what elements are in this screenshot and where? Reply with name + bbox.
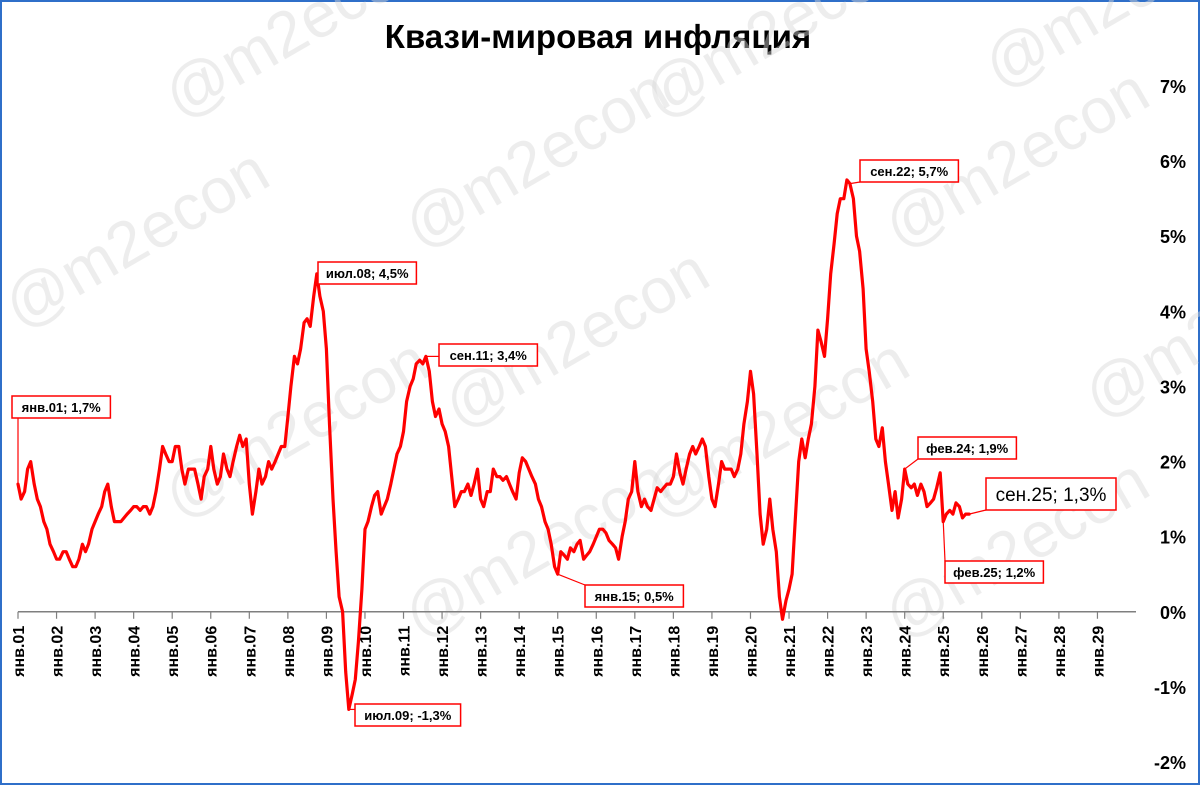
annotation-label: фев.24; 1,9% <box>926 441 1009 456</box>
x-tick-label: янв.02 <box>50 626 67 678</box>
annotation-label: июл.09; -1,3% <box>364 708 451 723</box>
x-tick-label: янв.28 <box>1052 626 1069 678</box>
x-tick-label: янв.25 <box>936 626 953 678</box>
annotation-box <box>985 477 1117 511</box>
annotation-label: янв.01; 1,7% <box>22 400 102 415</box>
y-tick-label: 6% <box>1160 152 1186 172</box>
watermark-text: @m2econ <box>151 323 440 532</box>
x-tick-label: янв.18 <box>666 626 683 678</box>
y-tick-label: 5% <box>1160 227 1186 247</box>
y-tick-label: -1% <box>1154 678 1186 698</box>
x-tick-label: янв.21 <box>782 626 799 678</box>
y-tick-label: 1% <box>1160 528 1186 548</box>
annotation-box <box>11 395 112 419</box>
annotation-label: фев.25; 1,2% <box>953 565 1036 580</box>
watermark-layer: @m2econ@m2econ@m2econ@m2econ@m2econ@m2ec… <box>0 0 1200 652</box>
x-tick-label: янв.17 <box>628 626 645 678</box>
x-tick-label: янв.09 <box>319 626 336 678</box>
y-tick-label: 0% <box>1160 603 1186 623</box>
annotation-label: сен.11; 3,4% <box>450 348 528 363</box>
x-tick-label: янв.23 <box>859 626 876 678</box>
watermark-text: @m2econ <box>631 0 920 132</box>
x-tick-label: янв.29 <box>1090 626 1107 678</box>
annotation-leader <box>849 181 861 185</box>
watermark-text: @m2econ <box>151 0 440 132</box>
y-tick-label: 7% <box>1160 77 1186 97</box>
x-tick-label: янв.27 <box>1013 626 1030 678</box>
annotation-label: янв.15; 0,5% <box>595 589 675 604</box>
annotation-box <box>859 159 960 183</box>
inflation-series-line <box>16 178 971 711</box>
annotation-leader <box>942 521 946 562</box>
annotation-label: сен.22; 5,7% <box>870 164 948 179</box>
x-tick-label: янв.22 <box>821 626 838 678</box>
x-tick-label: янв.06 <box>204 626 221 678</box>
y-tick-label: 3% <box>1160 377 1186 397</box>
x-tick-label: янв.11 <box>397 626 414 677</box>
watermark-text: @m2econ <box>631 323 920 532</box>
x-tick-label: янв.19 <box>705 626 722 678</box>
annotation-box <box>354 703 462 727</box>
annotation-leader <box>968 509 987 515</box>
annotation-box <box>917 436 1018 460</box>
x-tick-label: янв.24 <box>898 626 915 678</box>
annotation-box <box>317 261 418 285</box>
y-tick-label: 2% <box>1160 453 1186 473</box>
annotation-leader <box>904 458 919 470</box>
chart-title: Квази-мировая инфляция <box>384 18 812 55</box>
annotations: янв.01; 1,7% июл.08; 4,5% июл.09; -1,3% сен… <box>11 159 1117 727</box>
annotation-leader <box>557 573 586 586</box>
annotation-box <box>944 560 1045 584</box>
x-tick-label: янв.16 <box>589 626 606 678</box>
x-tick-label: янв.05 <box>165 626 182 678</box>
x-tick-label: янв.01 <box>11 626 28 678</box>
axes: -2% -1% 0% 1% 2% 3% 4% 5% 6% 7% янв.01 янв.02 янв.03… <box>11 77 1186 773</box>
annotation-label: сен.25; 1,3% <box>996 485 1107 506</box>
annotation-box <box>584 584 685 608</box>
x-tick-label: янв.12 <box>435 626 452 678</box>
x-tick-label: янв.10 <box>358 626 375 678</box>
y-tick-label: -2% <box>1154 753 1186 773</box>
x-tick-label: янв.14 <box>512 626 529 678</box>
watermark-text: @m2econ <box>431 233 720 442</box>
x-tick-label: янв.15 <box>551 626 568 678</box>
x-tick-label: янв.04 <box>127 626 144 678</box>
x-tick-label: янв.20 <box>743 626 760 678</box>
y-tick-label: 4% <box>1160 302 1186 322</box>
watermark-text: @m2econ <box>1071 223 1200 432</box>
annotation-label: июл.08; 4,5% <box>326 266 409 281</box>
x-tick-label: янв.13 <box>474 626 491 678</box>
x-tick-label: янв.26 <box>975 626 992 678</box>
x-tick-label: янв.08 <box>281 626 298 678</box>
series-layer <box>16 178 971 711</box>
x-tick-label: янв.03 <box>88 626 105 678</box>
watermark-text: @m2econ <box>0 133 280 342</box>
annotation-box <box>438 343 539 367</box>
watermark-text: @m2econ <box>391 53 680 262</box>
x-tick-label: янв.07 <box>242 626 259 678</box>
watermark-text: @m2econ <box>871 443 1160 652</box>
